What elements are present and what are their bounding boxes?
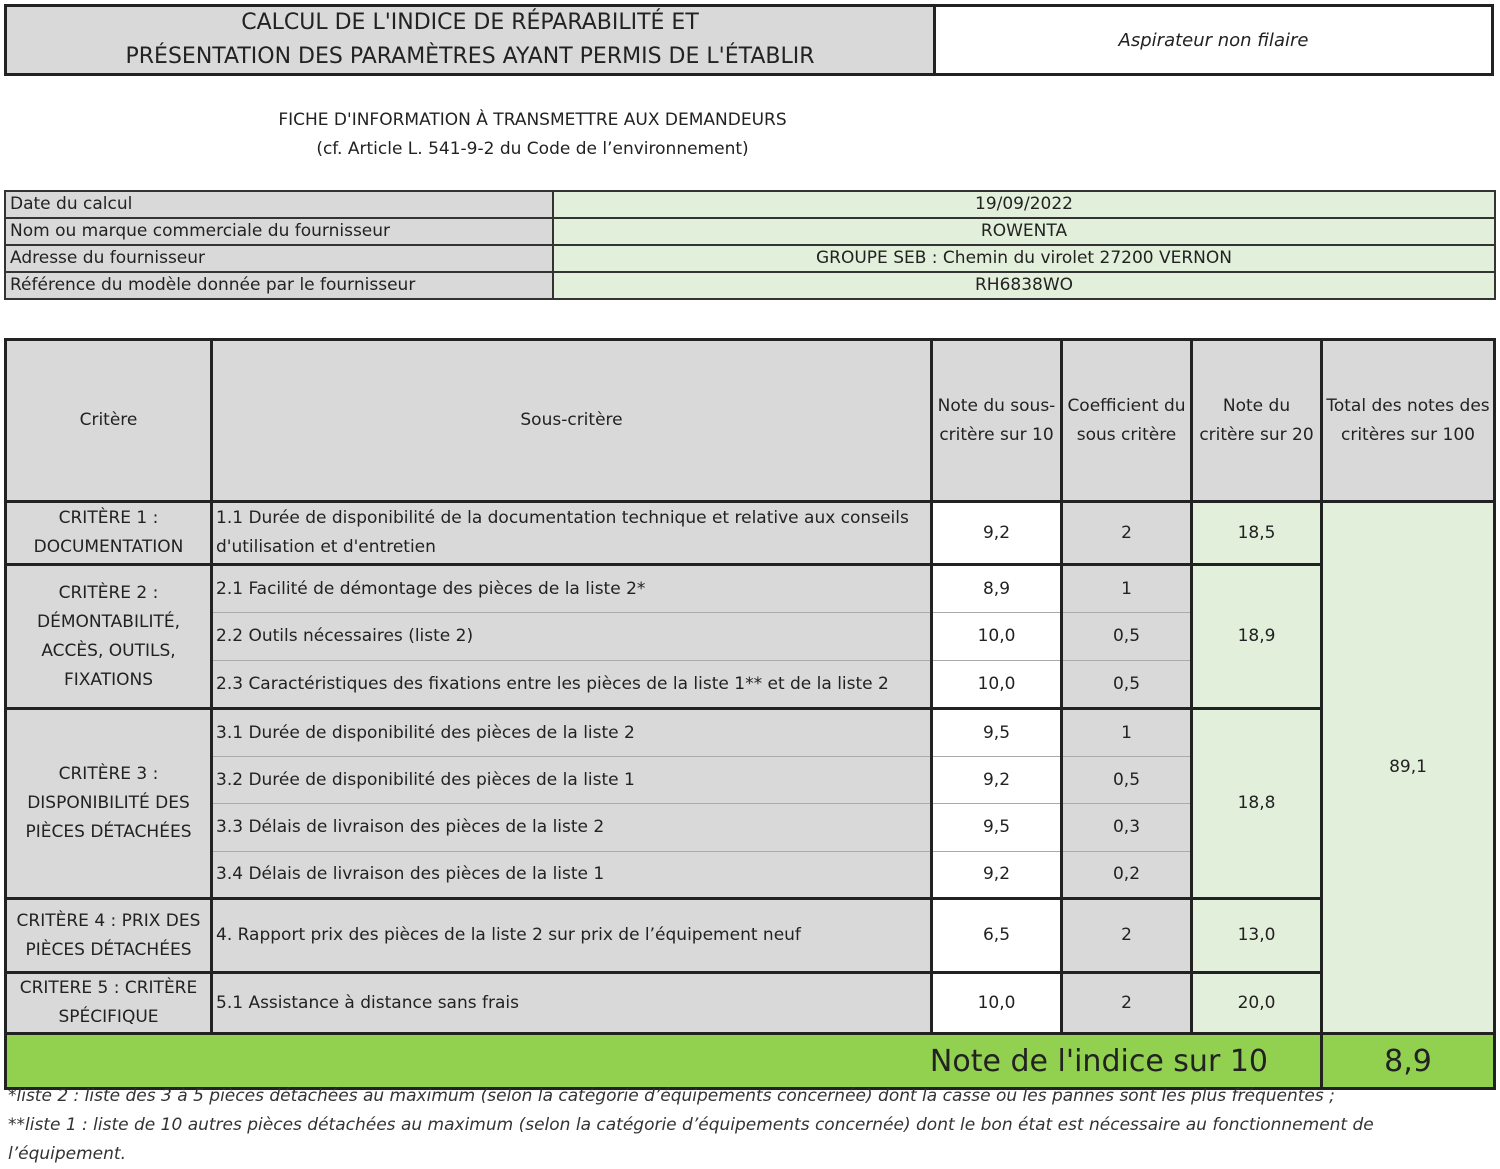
sub-criterion-label: 4. Rapport prix des pièces de la liste 2…	[210, 897, 933, 974]
sub-criterion-coef: 1	[1060, 707, 1193, 757]
sub-criterion-note: 9,5	[930, 707, 1063, 757]
table-row: CRITERE 5 : CRITÈRE SPÉCIFIQUE 5.1 Assist…	[4, 971, 1495, 1035]
sub-criterion-note: 9,5	[930, 803, 1063, 852]
col-sous-critere: Sous-critère	[210, 338, 933, 503]
criterion-score: 18,8	[1190, 707, 1323, 900]
col-coef: Coefficient du sous critère	[1060, 338, 1193, 503]
info-label: Référence du modèle donnée par le fourni…	[4, 271, 554, 300]
sub-criterion-note: 10,0	[930, 612, 1063, 661]
header-title: CALCUL DE L'INDICE DE RÉPARABILITÉ ET PR…	[7, 7, 936, 73]
info-row: Adresse du fournisseur GROUPE SEB : Chemi…	[4, 244, 1496, 273]
info-value: ROWENTA	[552, 217, 1496, 246]
footnotes: *liste 2 : liste des 3 à 5 pièces détach…	[8, 1082, 1448, 1169]
sub-criterion-label: 3.1 Durée de disponibilité des pièces de…	[210, 707, 933, 757]
col-note-sous: Note du sous-critère sur 10	[930, 338, 1063, 503]
table-row: CRITÈRE 2 : DÉMONTABILITÉ, ACCÈS, OUTILS…	[4, 563, 1495, 710]
subtitle-line-2: (cf. Article L. 541-9-2 du Code de l’env…	[316, 139, 749, 159]
criterion-name: CRITÈRE 1 : DOCUMENTATION	[4, 500, 213, 566]
sub-criterion-note: 10,0	[930, 971, 1063, 1035]
sub-criterion-label: 3.2 Durée de disponibilité des pièces de…	[210, 756, 933, 804]
supplier-info-table: Date du calcul 19/09/2022 Nom ou marque co…	[4, 190, 1496, 300]
footnote-liste-1: **liste 1 : liste de 10 autres pièces dé…	[8, 1115, 1374, 1164]
subtitle-line-1: FICHE D'INFORMATION À TRANSMETTRE AUX DE…	[278, 110, 787, 130]
table-row: CRITÈRE 4 : PRIX DES PIÈCES DÉTACHÉES 4. …	[4, 897, 1495, 974]
criterion-name: CRITÈRE 2 : DÉMONTABILITÉ, ACCÈS, OUTILS…	[4, 563, 213, 709]
sub-criterion-coef: 0,5	[1060, 660, 1193, 710]
info-value: GROUPE SEB : Chemin du virolet 27200 VER…	[552, 244, 1496, 273]
index-row: Note de l'indice sur 10 8,9	[4, 1032, 1496, 1090]
index-label: Note de l'indice sur 10	[4, 1032, 1323, 1090]
col-note-crit: Note du critère sur 20	[1190, 338, 1323, 503]
header-row: Critère Sous-critère Note du sous-critèr…	[4, 338, 1496, 503]
title-line-2: PRÉSENTATION DES PARAMÈTRES AYANT PERMIS…	[125, 44, 815, 69]
sub-criterion-coef: 2	[1060, 897, 1193, 974]
criterion-score: 18,9	[1190, 563, 1323, 710]
sub-criterion-label: 3.3 Délais de livraison des pièces de la…	[210, 803, 933, 852]
info-row: Date du calcul 19/09/2022	[4, 190, 1496, 219]
criterion-score: 18,5	[1190, 500, 1323, 566]
criterion-name: CRITÈRE 3 : DISPONIBILITÉ DES PIÈCES DÉT…	[4, 707, 213, 899]
sub-criterion-coef: 2	[1060, 500, 1193, 566]
footnote-liste-2: *liste 2 : liste des 3 à 5 pièces détach…	[8, 1086, 1335, 1106]
col-critere: Critère	[4, 338, 213, 503]
sub-criterion-coef: 0,3	[1060, 803, 1193, 852]
header: CALCUL DE L'INDICE DE RÉPARABILITÉ ET PR…	[4, 4, 1494, 76]
col-total: Total des notes des critères sur 100	[1320, 338, 1496, 503]
criteria-table: Critère Sous-critère Note du sous-critèr…	[4, 338, 1496, 1090]
criterion-name: CRITÈRE 4 : PRIX DES PIÈCES DÉTACHÉES	[4, 897, 213, 974]
info-value: 19/09/2022	[552, 190, 1496, 219]
criterion-score: 20,0	[1190, 971, 1323, 1035]
sub-criterion-coef: 2	[1060, 971, 1193, 1035]
sub-criterion-note: 8,9	[930, 563, 1063, 613]
info-label: Date du calcul	[4, 190, 554, 219]
table-row: 3.3 Délais de livraison des pièces de la…	[6, 803, 1495, 852]
title-line-1: CALCUL DE L'INDICE DE RÉPARABILITÉ ET	[241, 10, 699, 35]
total-score: 89,1	[1320, 500, 1496, 1035]
index-value: 8,9	[1320, 1032, 1496, 1090]
sub-criterion-label: 5.1 Assistance à distance sans frais	[210, 971, 933, 1035]
sub-criterion-coef: 0,5	[1060, 756, 1193, 804]
sub-criterion-note: 9,2	[930, 756, 1063, 804]
criterion-score: 13,0	[1190, 897, 1323, 974]
sub-criterion-coef: 0,2	[1060, 851, 1193, 900]
sub-criterion-coef: 1	[1060, 563, 1193, 613]
sub-criterion-note: 9,2	[930, 851, 1063, 900]
info-label: Nom ou marque commerciale du fournisseur	[4, 217, 554, 246]
info-label: Adresse du fournisseur	[4, 244, 554, 273]
sub-criterion-label: 2.1 Facilité de démontage des pièces de …	[210, 563, 933, 613]
table-row: CRITÈRE 3 : DISPONIBILITÉ DES PIÈCES DÉT…	[4, 707, 1495, 900]
table-row: 3.4 Délais de livraison des pièces de la…	[6, 851, 1495, 900]
criterion-name: CRITERE 5 : CRITÈRE SPÉCIFIQUE	[4, 971, 213, 1035]
table-row: 3.2 Durée de disponibilité des pièces de…	[6, 756, 1495, 804]
sub-criterion-coef: 0,5	[1060, 612, 1193, 661]
sub-criterion-label: 2.2 Outils nécessaires (liste 2)	[210, 612, 933, 661]
sub-criterion-label: 3.4 Délais de livraison des pièces de la…	[210, 851, 933, 900]
sub-criterion-note: 10,0	[930, 660, 1063, 710]
table-row: CRITÈRE 1 : DOCUMENTATION 1.1 Durée de di…	[4, 500, 1496, 1035]
table-row: 2.3 Caractéristiques des fixations entre…	[6, 660, 1495, 710]
sub-criterion-label: 2.3 Caractéristiques des fixations entre…	[210, 660, 933, 710]
table-row: 2.2 Outils nécessaires (liste 2) 10,0 0,5	[6, 612, 1495, 661]
sub-criterion-note: 9,2	[930, 500, 1063, 566]
product-type: Aspirateur non filaire	[1118, 29, 1309, 51]
info-row: Référence du modèle donnée par le fourni…	[4, 271, 1496, 300]
sub-criterion-note: 6,5	[930, 897, 1063, 974]
info-value: RH6838WO	[552, 271, 1496, 300]
info-row: Nom ou marque commerciale du fournisseur…	[4, 217, 1496, 246]
subtitle: FICHE D'INFORMATION À TRANSMETTRE AUX DE…	[0, 106, 1065, 164]
sub-criterion-label: 1.1 Durée de disponibilité de la documen…	[210, 500, 933, 566]
